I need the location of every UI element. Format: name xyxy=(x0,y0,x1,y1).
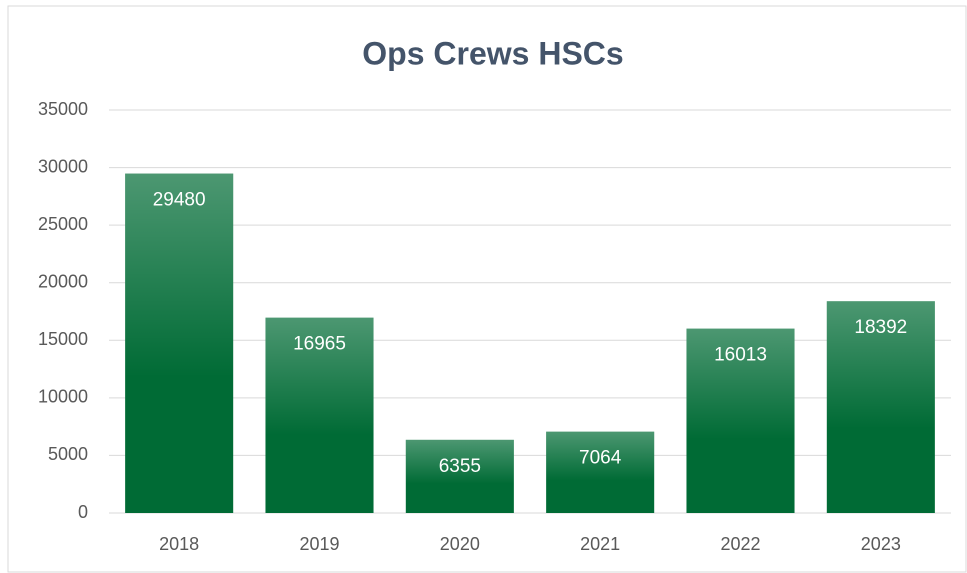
x-tick-label: 2020 xyxy=(440,534,480,554)
y-tick-label: 5000 xyxy=(48,444,88,464)
data-label: 18392 xyxy=(854,317,907,338)
bar-sheen xyxy=(125,173,234,514)
y-tick-label: 20000 xyxy=(38,271,88,291)
y-tick-label: 35000 xyxy=(38,99,88,119)
chart-title: Ops Crews HSCs xyxy=(362,35,623,71)
y-tick-label: 0 xyxy=(78,502,88,522)
x-tick-label: 2019 xyxy=(299,534,339,554)
y-tick-label: 30000 xyxy=(38,156,88,176)
x-tick-label: 2022 xyxy=(720,534,760,554)
data-label: 7064 xyxy=(579,448,622,469)
y-tick-label: 10000 xyxy=(38,387,88,407)
x-tick-label: 2018 xyxy=(159,534,199,554)
data-label: 29480 xyxy=(153,190,206,211)
y-tick-label: 15000 xyxy=(38,329,88,349)
data-label: 6355 xyxy=(439,456,481,477)
bar-sheen xyxy=(826,301,935,513)
data-label: 16965 xyxy=(293,334,346,355)
bar-sheen xyxy=(546,431,655,513)
bar-sheen xyxy=(405,439,514,513)
y-tick-label: 25000 xyxy=(38,214,88,234)
bar-sheen xyxy=(686,328,795,513)
data-label: 16013 xyxy=(714,345,767,366)
bar-sheen xyxy=(265,317,374,513)
x-tick-label: 2023 xyxy=(861,534,901,554)
x-tick-label: 2021 xyxy=(580,534,620,554)
